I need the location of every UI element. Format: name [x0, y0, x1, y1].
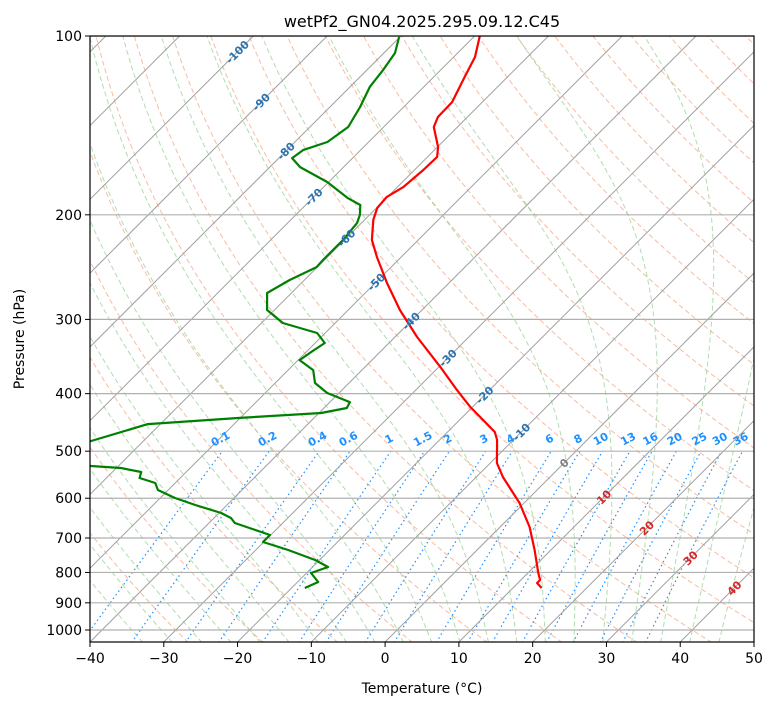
x-tick-label: −40 [75, 651, 105, 667]
x-tick-label: 0 [381, 651, 390, 667]
x-tick-label: −20 [223, 651, 253, 667]
y-axis-label: Pressure (hPa) [12, 289, 28, 389]
x-tick-label: −10 [297, 651, 327, 667]
y-tick-label: 400 [55, 387, 82, 403]
y-tick-label: 900 [55, 596, 82, 612]
y-tick-label: 1000 [46, 623, 82, 639]
x-tick-label: 40 [671, 651, 689, 667]
y-tick-label: 800 [55, 565, 82, 581]
x-tick-label: 10 [450, 651, 468, 667]
chart-title: wetPf2_GN04.2025.295.09.12.C45 [284, 12, 560, 32]
x-tick-label: 20 [524, 651, 542, 667]
x-tick-label: 50 [745, 651, 763, 667]
x-axis-label: Temperature (°C) [361, 681, 483, 697]
y-tick-label: 300 [55, 312, 82, 328]
y-tick-label: 200 [55, 208, 82, 224]
y-tick-label: 600 [55, 491, 82, 507]
y-tick-label: 500 [55, 444, 82, 460]
isotherm-line [754, 36, 775, 642]
y-tick-label: 100 [55, 29, 82, 45]
y-tick-label: 700 [55, 531, 82, 547]
x-tick-label: 30 [598, 651, 616, 667]
x-tick-label: −30 [149, 651, 179, 667]
plot-area [90, 36, 754, 642]
